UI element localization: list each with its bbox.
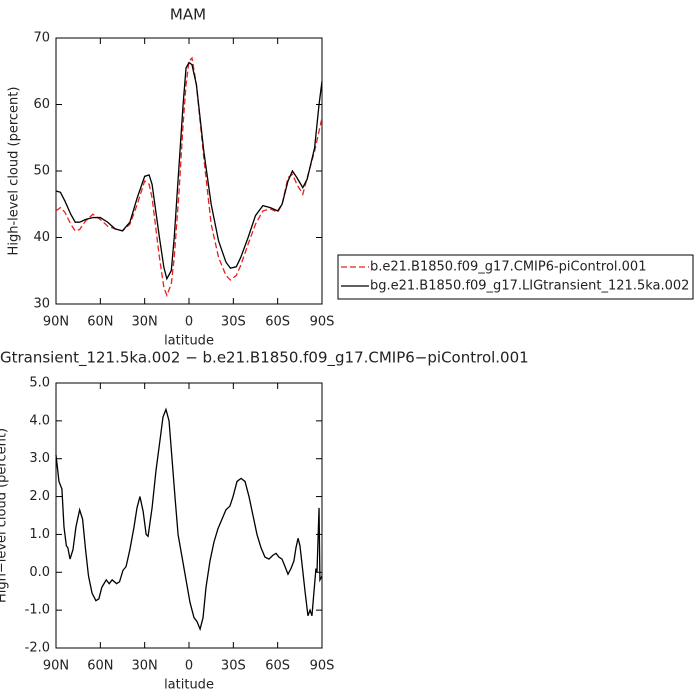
y-tick-label: -1.0 bbox=[25, 603, 50, 618]
x-tick-label: 90N bbox=[43, 315, 69, 330]
y-tick-label: 70 bbox=[33, 31, 50, 46]
y-tick-label: 50 bbox=[33, 164, 50, 179]
plot-frame bbox=[55, 382, 323, 649]
y-tick-label: 1.0 bbox=[29, 527, 50, 542]
legend-box bbox=[337, 254, 694, 300]
x-tick-label: 30S bbox=[221, 659, 246, 674]
x-tick-label: 0 bbox=[185, 315, 193, 330]
x-tick-label: 30N bbox=[132, 315, 158, 330]
y-tick-label: 3.0 bbox=[29, 451, 50, 466]
y-tick-label: -2.0 bbox=[25, 641, 50, 656]
y-tick-label: 30 bbox=[33, 297, 50, 312]
x-axis-label: latitude bbox=[164, 334, 214, 349]
x-tick-label: 0 bbox=[185, 659, 193, 674]
data-line bbox=[55, 61, 323, 281]
legend-label: b.e21.B1850.f09_g17.CMIP6-piControl.001 bbox=[370, 260, 646, 275]
y-tick-label: 4.0 bbox=[29, 413, 50, 428]
x-tick-label: 30S bbox=[221, 315, 246, 330]
chart-title: MAM bbox=[170, 6, 206, 24]
x-tick-label: 90S bbox=[310, 315, 335, 330]
x-tick-label: 60S bbox=[265, 315, 290, 330]
y-axis-label: High-level cloud (percent) bbox=[7, 87, 22, 256]
y-tick-label: 5.0 bbox=[29, 376, 50, 391]
y-axis-label: High−level cloud (percent) bbox=[0, 428, 10, 603]
x-tick-label: 60N bbox=[87, 315, 113, 330]
chart-title: Gtransient_121.5ka.002 − b.e21.B1850.f09… bbox=[0, 349, 529, 368]
y-tick-label: 0.0 bbox=[29, 565, 50, 580]
x-tick-label: 90N bbox=[43, 659, 69, 674]
y-tick-label: 60 bbox=[33, 97, 50, 112]
x-tick-label: 60N bbox=[87, 659, 113, 674]
x-tick-label: 30N bbox=[132, 659, 158, 674]
x-tick-label: 90S bbox=[310, 659, 335, 674]
y-tick-label: 2.0 bbox=[29, 489, 50, 504]
legend-label: bg.e21.B1850.f09_g17.LIGtransient_121.5k… bbox=[370, 279, 689, 294]
y-tick-label: 40 bbox=[33, 230, 50, 245]
x-tick-label: 60S bbox=[265, 659, 290, 674]
x-axis-label: latitude bbox=[164, 678, 214, 693]
plot-frame bbox=[55, 37, 323, 305]
data-line bbox=[55, 407, 323, 632]
data-line bbox=[55, 56, 323, 298]
